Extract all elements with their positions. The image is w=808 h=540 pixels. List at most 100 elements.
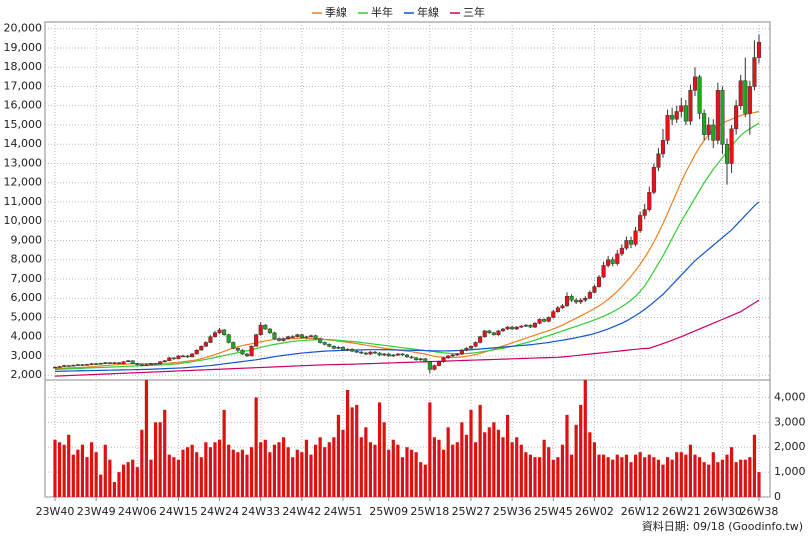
volume-bar bbox=[158, 422, 162, 497]
candle-body bbox=[153, 363, 158, 365]
y-tick-label: 20,000 bbox=[4, 22, 43, 35]
candle-body bbox=[528, 324, 533, 328]
volume-bar bbox=[469, 409, 473, 497]
volume-bar bbox=[542, 439, 546, 497]
candle-body bbox=[702, 113, 707, 135]
volume-bar bbox=[345, 389, 350, 497]
volume-bar bbox=[89, 442, 94, 497]
legend-label: 三年 bbox=[463, 5, 485, 19]
volume-bar bbox=[222, 409, 226, 497]
candle-body bbox=[80, 364, 85, 366]
volume-bar bbox=[702, 462, 706, 497]
candle-body bbox=[345, 348, 350, 351]
volume-bar bbox=[579, 404, 583, 497]
candle-body bbox=[404, 354, 410, 358]
volume-bar bbox=[126, 462, 130, 497]
volume-bar bbox=[423, 464, 427, 497]
candle-body bbox=[478, 336, 483, 343]
y-tick-label: 4,000 bbox=[11, 330, 43, 343]
y-tick-label: 13,000 bbox=[4, 156, 43, 169]
volume-bar bbox=[638, 452, 642, 497]
candle-body bbox=[94, 363, 99, 365]
x-tick-label: 26W30 bbox=[703, 505, 742, 518]
x-tick-label: 24W15 bbox=[159, 505, 198, 518]
volume-bar bbox=[574, 424, 578, 497]
volume-bar bbox=[441, 449, 446, 497]
candle-body bbox=[418, 358, 423, 361]
candle-body bbox=[734, 105, 739, 130]
volume-bar bbox=[176, 459, 181, 497]
volume-bar bbox=[551, 459, 555, 497]
volume-bar bbox=[597, 454, 601, 497]
candle-body bbox=[267, 328, 272, 334]
candle-body bbox=[491, 332, 496, 336]
candle-body bbox=[752, 57, 757, 87]
x-tick-label: 25W45 bbox=[534, 505, 573, 518]
volume-bar bbox=[286, 447, 290, 497]
candle-body bbox=[670, 115, 675, 120]
volume-bar bbox=[684, 454, 688, 497]
volume-bar bbox=[108, 459, 112, 497]
volume-bar bbox=[281, 437, 286, 497]
candle-body bbox=[382, 353, 387, 356]
y-tick-label: 5,000 bbox=[11, 310, 43, 323]
volume-bar bbox=[569, 454, 574, 497]
volume-bar bbox=[57, 442, 62, 497]
candle-body bbox=[423, 358, 428, 362]
candle-body bbox=[715, 90, 720, 141]
volume-bar bbox=[537, 457, 542, 497]
volume-bar bbox=[396, 444, 400, 497]
volume-bar bbox=[556, 457, 560, 497]
volume-bar bbox=[752, 434, 757, 497]
volume-bar bbox=[80, 444, 85, 497]
candle-body bbox=[409, 356, 414, 359]
candle-body bbox=[496, 330, 501, 336]
candle-body bbox=[391, 354, 396, 357]
volume-bar bbox=[103, 444, 107, 497]
volume-bar bbox=[670, 459, 674, 497]
volume-bar bbox=[76, 449, 80, 497]
candle-body bbox=[505, 326, 510, 330]
volume-bar bbox=[656, 459, 661, 497]
candle-body bbox=[510, 326, 515, 330]
candle-body bbox=[551, 311, 556, 318]
candle-body bbox=[304, 336, 309, 338]
volume-bar bbox=[473, 442, 478, 497]
volume-bar bbox=[149, 459, 153, 497]
candle-body bbox=[359, 351, 364, 354]
volume-bar bbox=[601, 454, 606, 497]
candle-body bbox=[354, 350, 359, 353]
y-tick-label: 17,000 bbox=[4, 79, 43, 92]
volume-bar bbox=[245, 454, 249, 497]
candle-body bbox=[610, 259, 615, 264]
candle-body bbox=[427, 361, 432, 370]
volume-bar bbox=[259, 442, 263, 497]
candle-body bbox=[368, 351, 373, 355]
y2-tick-label: 4,000 bbox=[774, 390, 806, 403]
candle-body bbox=[176, 355, 181, 360]
x-tick-label: 24W42 bbox=[282, 505, 321, 518]
volume-bar bbox=[387, 449, 391, 497]
x-tick-label: 23W49 bbox=[77, 505, 116, 518]
candle-body bbox=[62, 365, 67, 367]
volume-bar bbox=[94, 452, 98, 497]
volume-bar bbox=[373, 444, 377, 497]
candle-body bbox=[75, 364, 80, 366]
candle-body bbox=[66, 365, 71, 367]
volume-bar bbox=[707, 464, 711, 497]
volume-bar bbox=[675, 452, 679, 497]
candle-body bbox=[500, 328, 506, 332]
volume-bar bbox=[419, 462, 423, 497]
volume-bar bbox=[53, 439, 57, 497]
candle-body bbox=[432, 365, 437, 370]
volume-bar bbox=[144, 380, 149, 497]
ma-line bbox=[54, 201, 760, 372]
volume-bar bbox=[131, 459, 135, 497]
y-tick-label: 3,000 bbox=[11, 349, 43, 362]
candle-body bbox=[436, 361, 442, 366]
volume-bar bbox=[341, 429, 345, 497]
volume-bar bbox=[355, 404, 359, 497]
candle-body bbox=[363, 352, 368, 355]
volume-bar bbox=[624, 454, 629, 497]
volume-bar bbox=[629, 462, 633, 497]
